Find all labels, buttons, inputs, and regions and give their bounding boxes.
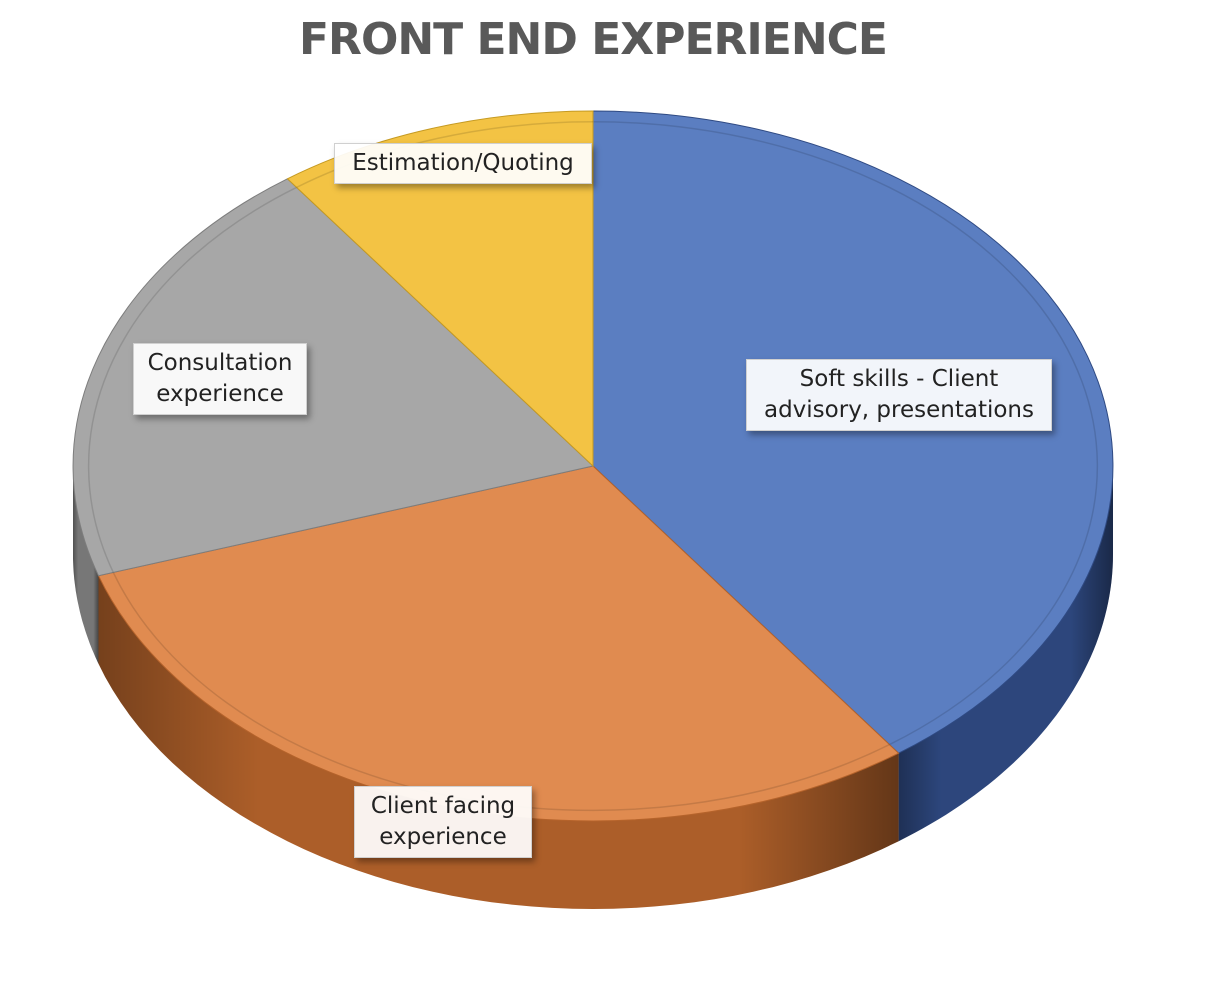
pie-slice-bevel-estimation-quoting <box>296 120 594 189</box>
pie-side-client-facing-experience-shade <box>98 575 899 909</box>
pie-side-consultation-experience-shade <box>73 466 99 664</box>
data-label-text: Estimation/Quoting <box>352 150 574 176</box>
pie-tops <box>72 110 1114 822</box>
pie-slice-soft-skills-client-advisory-presentations <box>592 110 1114 754</box>
data-label-text: Soft skills - Client advisory, presentat… <box>763 366 1034 423</box>
pie-slice-estimation-quoting <box>286 110 594 468</box>
data-label-soft-skills: Soft skills - Client advisory, presentat… <box>746 359 1052 431</box>
pie-slice-bevel-consultation-experience <box>87 186 297 573</box>
data-label-text: Consultation experience <box>147 350 293 407</box>
pie-side-soft-skills-client-advisory-presentations-shade <box>898 466 1113 842</box>
pie-sides <box>73 466 1113 909</box>
data-label-estimation: Estimation/Quoting <box>334 143 592 184</box>
pie-slice-bevel-soft-skills-client-advisory-presentations <box>592 120 1099 746</box>
data-label-text: Client facing experience <box>370 793 516 850</box>
data-label-client-facing: Client facing experience <box>354 786 532 858</box>
data-label-consultation: Consultation experience <box>133 343 307 415</box>
chart-title: FRONT END EXPERIENCE <box>299 14 888 65</box>
pie-slice-consultation-experience <box>72 178 595 577</box>
